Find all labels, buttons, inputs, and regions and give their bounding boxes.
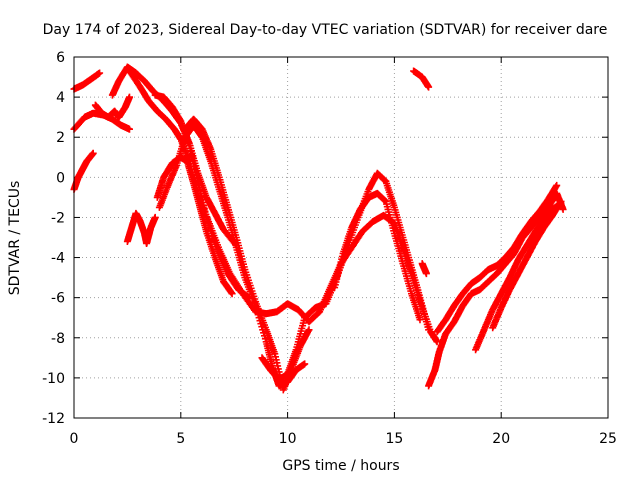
data-markers xyxy=(155,121,309,390)
y-axis-label: SDTVAR / TECUs xyxy=(7,181,23,296)
y-tick-label: -12 xyxy=(42,411,65,427)
data-markers xyxy=(108,63,240,249)
x-axis-label: GPS time / hours xyxy=(282,458,399,474)
x-tick-label: 0 xyxy=(70,431,79,447)
plot-frame xyxy=(73,56,609,419)
y-tick-label: 4 xyxy=(56,90,65,106)
data-markers xyxy=(418,260,430,278)
x-tick-label: 25 xyxy=(599,431,617,447)
y-tick-label: 6 xyxy=(56,50,65,66)
data-markers xyxy=(70,69,104,93)
y-tick-label: -6 xyxy=(51,291,65,307)
series-track-1 xyxy=(70,69,104,93)
series-track-14 xyxy=(410,67,433,91)
data-markers xyxy=(91,93,133,121)
axis-ticks: 0 5 10 15 20 25 -12 -10 -8 -6 -4 -2 0 2 4 6 xyxy=(42,50,617,447)
data-markers xyxy=(489,197,565,332)
x-tick-label: 10 xyxy=(279,431,297,447)
series-track-4 xyxy=(91,93,133,121)
y-tick-label: -8 xyxy=(51,331,65,347)
series-track-11 xyxy=(123,209,159,247)
y-tick-label: 2 xyxy=(56,130,65,146)
series-track-17 xyxy=(433,181,561,336)
x-tick-label: 20 xyxy=(492,431,510,447)
data-markers xyxy=(433,181,561,336)
data-markers xyxy=(410,67,433,91)
series-track-9 xyxy=(155,121,309,390)
data-markers xyxy=(331,189,424,324)
y-tick-label: -2 xyxy=(51,210,65,226)
series-track-10 xyxy=(181,115,313,394)
x-tick-label: 15 xyxy=(385,431,403,447)
data-markers xyxy=(181,115,313,394)
series-track-15 xyxy=(418,260,430,278)
y-tick-label: 0 xyxy=(56,170,65,186)
series-track-5 xyxy=(108,63,240,249)
plot-area xyxy=(70,63,567,394)
y-tick-label: -10 xyxy=(42,371,65,387)
y-tick-label: -4 xyxy=(51,251,65,267)
series-track-13 xyxy=(331,189,424,324)
x-tick-label: 5 xyxy=(176,431,185,447)
data-markers xyxy=(123,209,159,247)
chart-title: Day 174 of 2023, Sidereal Day-to-day VTE… xyxy=(43,22,608,38)
series-track-19 xyxy=(489,197,565,332)
